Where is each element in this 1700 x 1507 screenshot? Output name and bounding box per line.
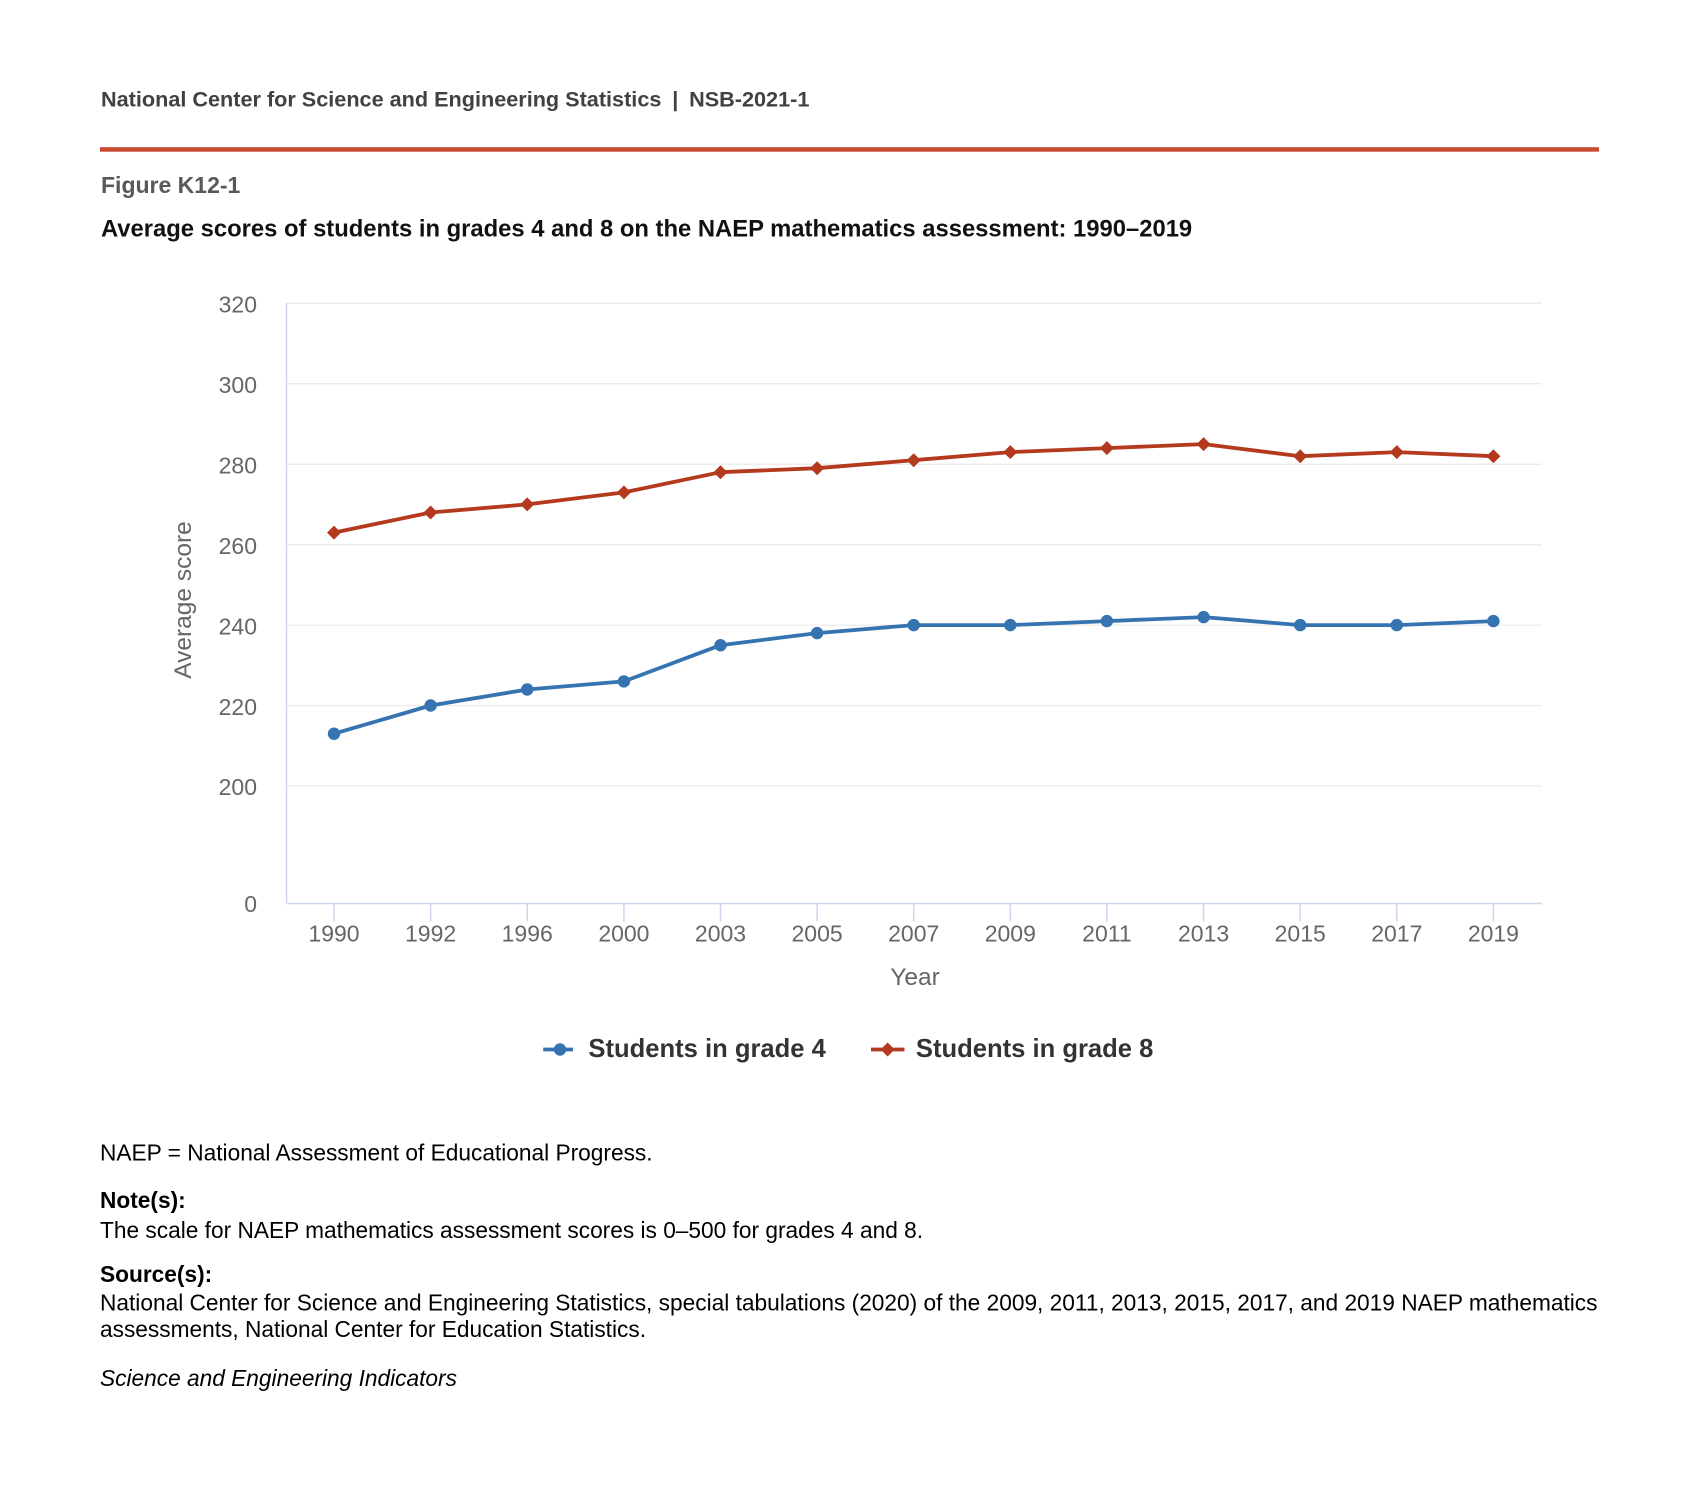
svg-text:Science and Engineering Indica: Science and Engineering Indicators bbox=[100, 1365, 457, 1391]
svg-text:1996: 1996 bbox=[502, 921, 553, 947]
svg-text:300: 300 bbox=[219, 372, 257, 398]
svg-text:200: 200 bbox=[219, 774, 257, 800]
svg-text:Students in grade 4: Students in grade 4 bbox=[588, 1035, 826, 1063]
svg-text:2011: 2011 bbox=[1082, 921, 1131, 947]
svg-text:280: 280 bbox=[219, 452, 257, 478]
svg-text:Source(s):: Source(s): bbox=[100, 1261, 212, 1287]
svg-text:2017: 2017 bbox=[1371, 921, 1422, 947]
svg-text:220: 220 bbox=[219, 694, 257, 720]
svg-text:Note(s):: Note(s): bbox=[100, 1187, 186, 1213]
svg-text:Year: Year bbox=[890, 964, 940, 991]
svg-text:2003: 2003 bbox=[695, 921, 746, 947]
svg-text:Average score: Average score bbox=[170, 521, 197, 679]
svg-text:1992: 1992 bbox=[405, 921, 456, 947]
svg-text:National Center for Science an: National Center for Science and Engineer… bbox=[100, 1290, 1598, 1316]
svg-text:2009: 2009 bbox=[985, 921, 1036, 947]
svg-text:NAEP = National Assessment of: NAEP = National Assessment of Educationa… bbox=[100, 1139, 653, 1165]
svg-text:320: 320 bbox=[219, 292, 257, 318]
svg-text:2005: 2005 bbox=[792, 921, 843, 947]
svg-text:National Center for Science an: National Center for Science and Engineer… bbox=[101, 87, 809, 112]
svg-text:2019: 2019 bbox=[1468, 921, 1519, 947]
svg-text:Average scores of students in: Average scores of students in grades 4 a… bbox=[101, 216, 1192, 243]
svg-text:2015: 2015 bbox=[1275, 921, 1326, 947]
svg-text:assessments, National Center f: assessments, National Center for Educati… bbox=[100, 1316, 646, 1342]
svg-text:2007: 2007 bbox=[888, 921, 939, 947]
svg-text:240: 240 bbox=[219, 613, 257, 639]
svg-text:1990: 1990 bbox=[308, 921, 359, 947]
svg-text:0: 0 bbox=[244, 891, 257, 917]
svg-text:2013: 2013 bbox=[1178, 921, 1229, 947]
svg-text:Figure K12-1: Figure K12-1 bbox=[101, 172, 241, 198]
svg-text:260: 260 bbox=[219, 533, 257, 559]
svg-text:2000: 2000 bbox=[598, 921, 649, 947]
svg-text:Students in grade 8: Students in grade 8 bbox=[916, 1035, 1154, 1063]
svg-text:The scale for NAEP mathematics: The scale for NAEP mathematics assessmen… bbox=[100, 1217, 923, 1243]
